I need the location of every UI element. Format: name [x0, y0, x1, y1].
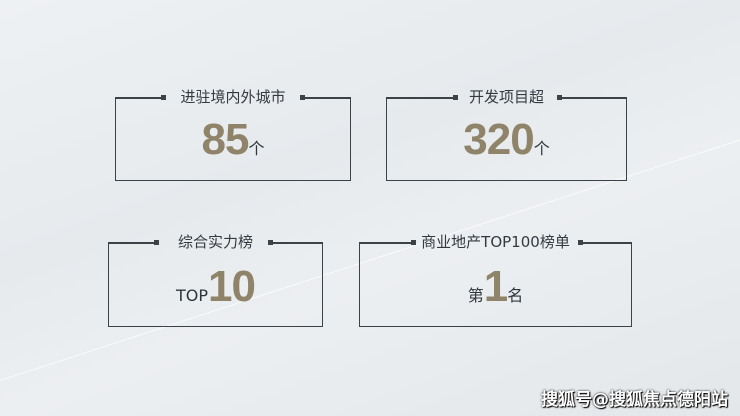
stat-number: 10 [208, 262, 256, 311]
stat-number: 320 [463, 115, 534, 164]
stat-number: 85 [201, 115, 250, 164]
stat-title: 开发项目超 [468, 88, 544, 106]
stat-title: 进驻境内外城市 [180, 88, 286, 106]
stat-prefix: TOP [176, 286, 209, 305]
stat-card-projects: 开发项目超 320个 [386, 88, 627, 181]
stat-card-ranking: 综合实力榜 TOP10 [108, 233, 323, 327]
stat-suffix: 个 [533, 139, 550, 158]
stat-number: 1 [483, 262, 509, 311]
stat-prefix: 第 [467, 286, 484, 305]
watermark: 搜狐号@搜狐焦点德阳站 [541, 390, 728, 410]
stat-suffix: 个 [248, 139, 265, 158]
stat-title: 综合实力榜 [177, 233, 253, 251]
stat-card-cities: 进驻境内外城市 85个 [115, 88, 351, 181]
stat-card-commercial: 商业地产TOP100榜单 第1名 [359, 233, 632, 327]
stat-title: 商业地产TOP100榜单 [421, 233, 570, 251]
stat-suffix: 名 [507, 286, 524, 305]
